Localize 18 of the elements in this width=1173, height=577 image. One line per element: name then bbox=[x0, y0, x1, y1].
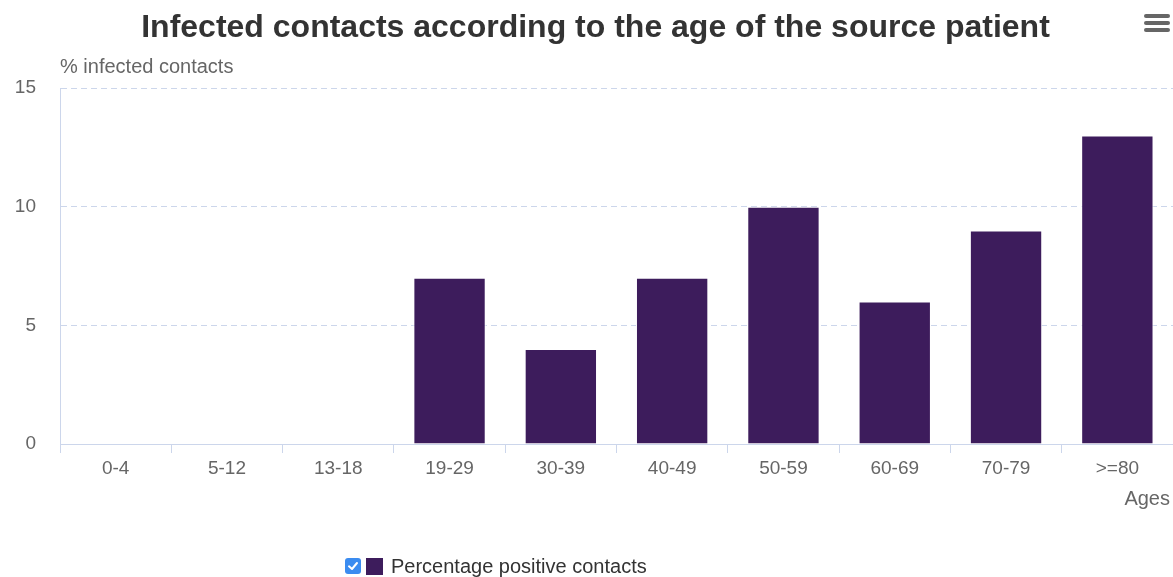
x-tick-label: 19-29 bbox=[425, 456, 474, 478]
y-tick-label: 5 bbox=[25, 313, 36, 335]
y-tick-label: 0 bbox=[25, 432, 36, 454]
x-tick-label: 40-49 bbox=[647, 456, 697, 478]
x-tick-label: 5-12 bbox=[207, 456, 246, 478]
x-axis-title: Ages bbox=[1124, 486, 1170, 509]
x-tick-label: 50-59 bbox=[759, 456, 808, 478]
x-tick-label: 0-4 bbox=[101, 456, 130, 478]
y-axis-title: % infected contacts bbox=[60, 54, 234, 77]
chart-title: Infected contacts according to the age of the source patient bbox=[140, 8, 1051, 44]
x-tick-label: 30-39 bbox=[536, 456, 586, 478]
x-tick-label: >=80 bbox=[1095, 456, 1140, 478]
x-tick-label: 70-79 bbox=[981, 456, 1031, 478]
x-tick-label: 60-69 bbox=[870, 456, 920, 478]
x-tick-label: 13-18 bbox=[313, 456, 363, 478]
y-tick-label: 10 bbox=[14, 194, 36, 216]
y-tick-label: 15 bbox=[14, 76, 36, 98]
legend-label: Percentage positive contacts bbox=[391, 555, 647, 577]
